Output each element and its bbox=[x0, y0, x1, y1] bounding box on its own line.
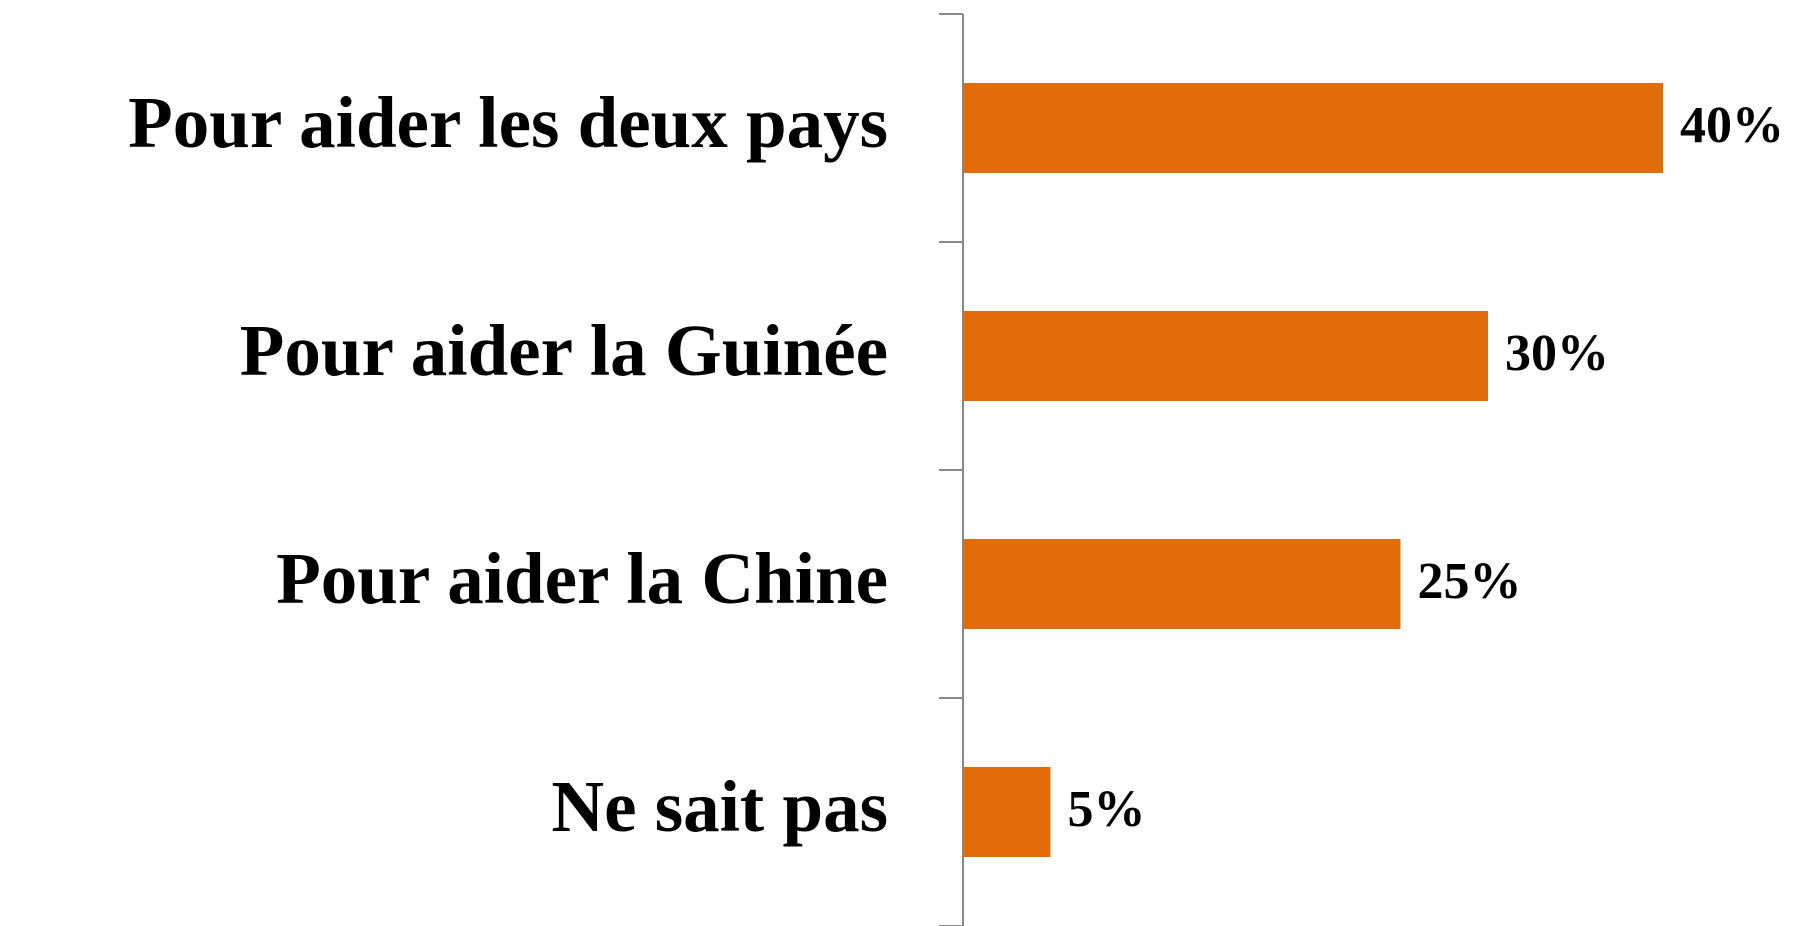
value-label: 25% bbox=[1418, 553, 1522, 610]
category-label: Pour aider la Chine bbox=[276, 538, 888, 619]
value-label: 40% bbox=[1680, 97, 1784, 154]
category-label: Pour aider les deux pays bbox=[128, 82, 888, 163]
category-label: Pour aider la Guinée bbox=[240, 310, 888, 391]
bar bbox=[963, 311, 1488, 401]
bar bbox=[963, 539, 1401, 629]
value-label: 30% bbox=[1505, 325, 1609, 382]
value-label: 5% bbox=[1068, 781, 1146, 838]
category-label: Ne sait pas bbox=[551, 766, 888, 847]
bar bbox=[963, 767, 1051, 857]
bar bbox=[963, 83, 1663, 173]
